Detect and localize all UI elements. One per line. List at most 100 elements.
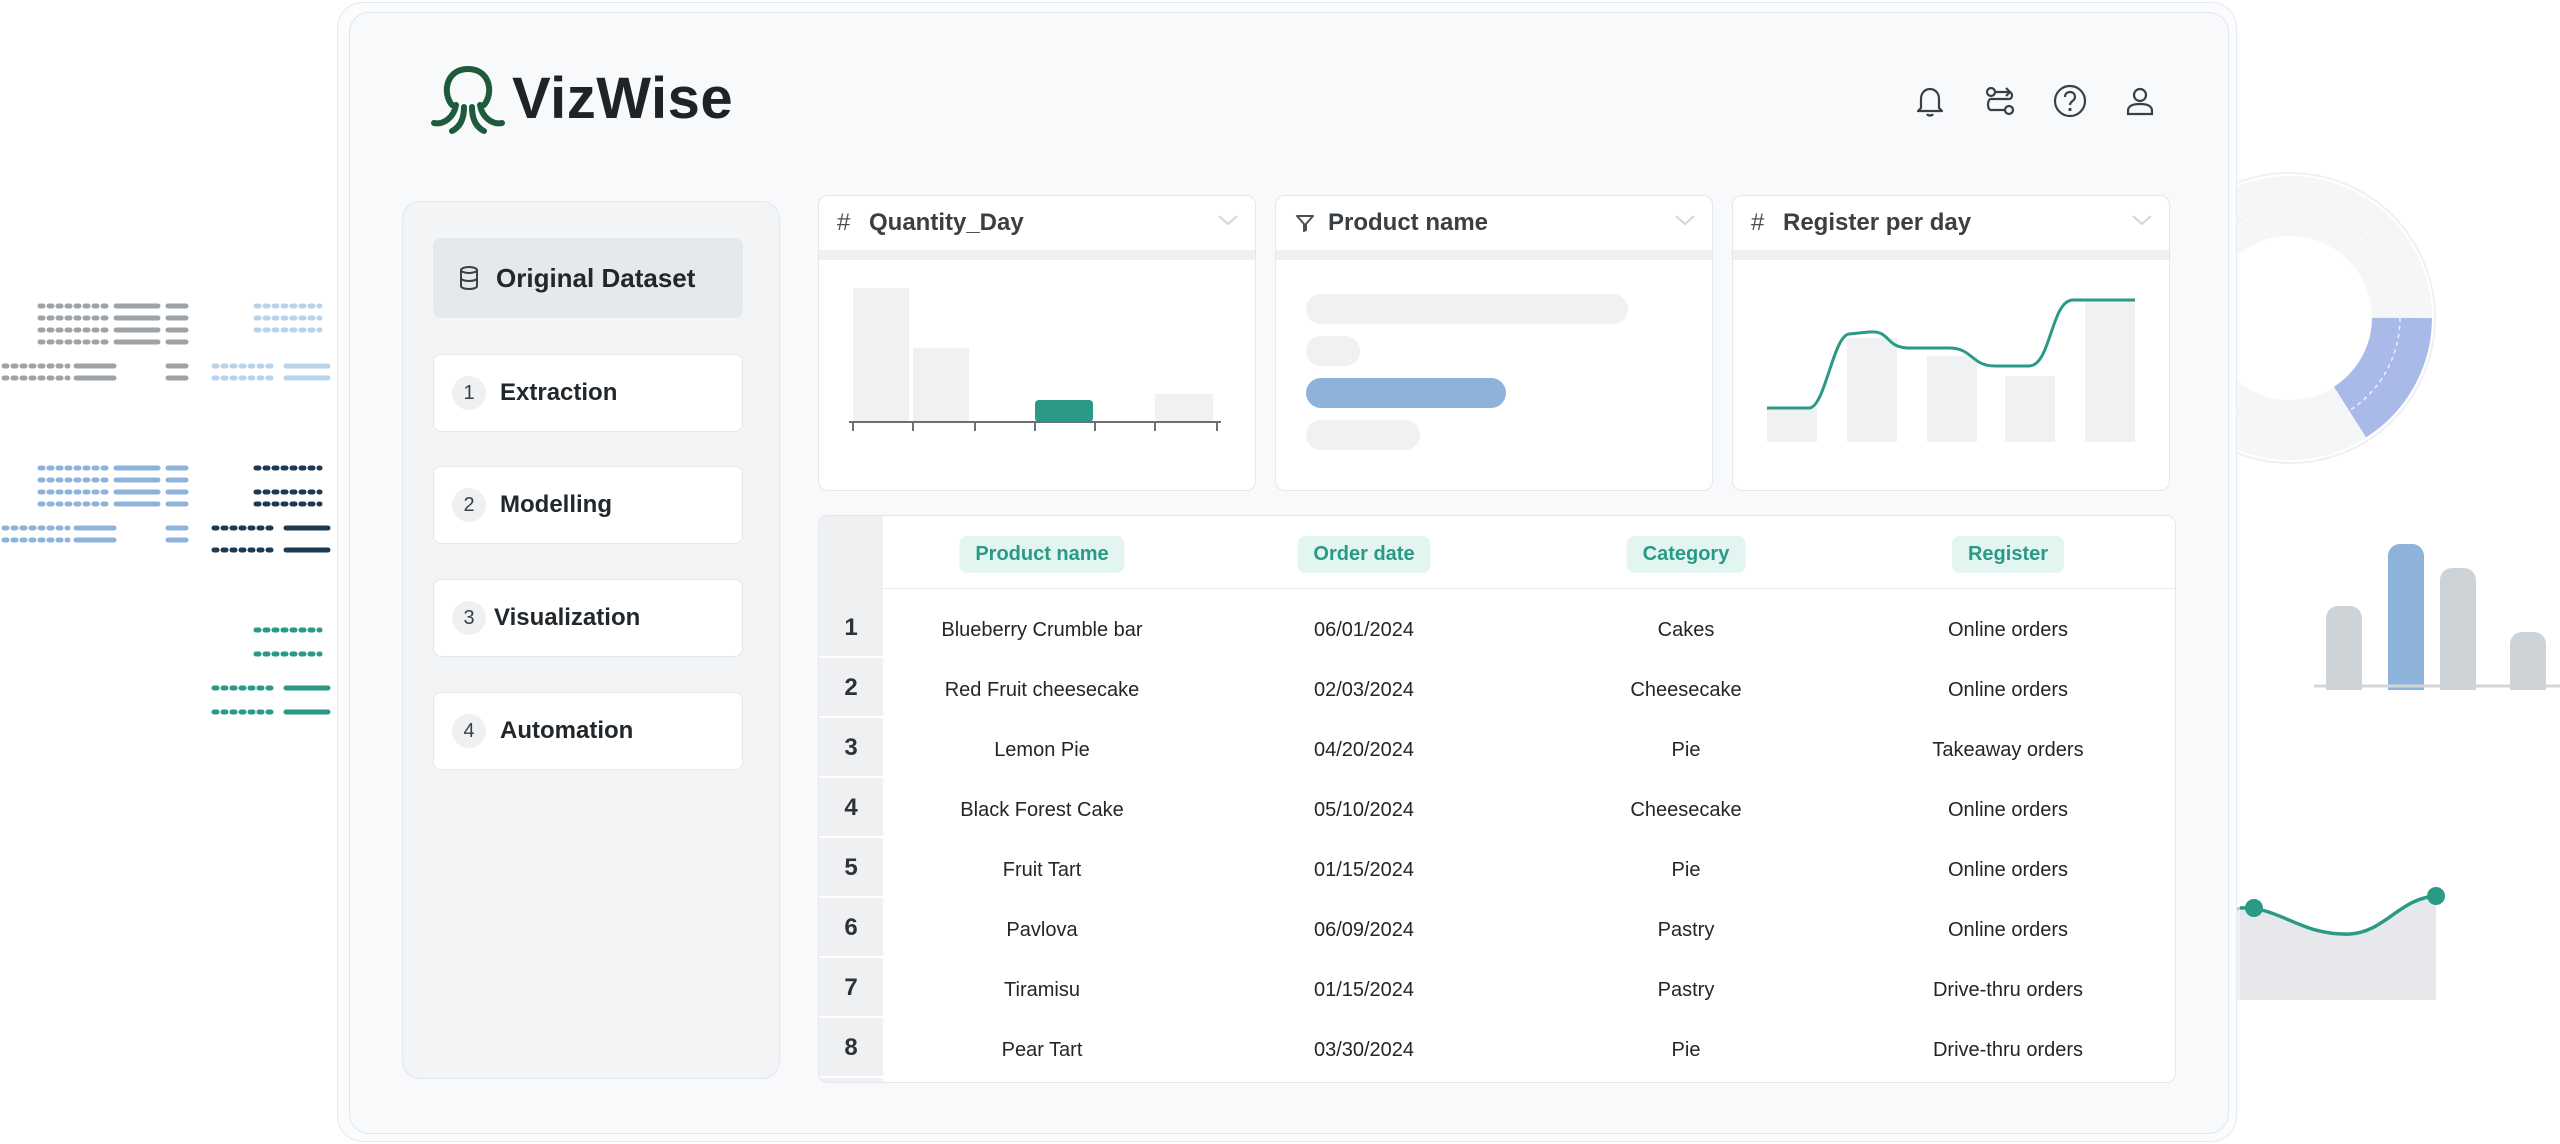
step-visualization[interactable]: 3 Visualization [433, 579, 743, 657]
cell-date: 06/01/2024 [1313, 619, 1415, 641]
cell-register: Online orders [1947, 859, 2069, 881]
step-modelling[interactable]: 2 Modelling [433, 466, 743, 544]
row-index: 2 [819, 660, 883, 718]
cell-register: Takeaway orders [1932, 739, 2084, 761]
row-index-column [819, 516, 883, 1082]
column-header-order-date[interactable]: Order date [1297, 536, 1431, 573]
table-row[interactable]: 2 Red Fruit cheesecake 02/03/2024 Cheese… [819, 660, 2175, 720]
cell-product: Tiramisu [1004, 979, 1080, 1001]
cell-category: Pastry [1657, 919, 1715, 941]
database-icon [460, 266, 478, 290]
user-icon [2126, 87, 2154, 116]
cell-product: Red Fruit cheesecake [944, 679, 1140, 701]
chart-bar [2005, 376, 2055, 442]
app-name: VizWise [512, 65, 734, 131]
histogram-bar [1155, 394, 1213, 422]
cell-register: Drive-thru orders [1932, 1039, 2084, 1061]
step-label: Extraction [500, 379, 618, 406]
step-number: 1 [452, 376, 486, 410]
bell-icon [1916, 87, 1944, 117]
row-index: 5 [819, 840, 883, 898]
cell-register: Online orders [1947, 679, 2069, 701]
help-icon [2053, 84, 2087, 118]
app-window: VizWise [349, 12, 2229, 1134]
filter-icon [1296, 215, 1314, 232]
cell-date: 01/15/2024 [1313, 859, 1415, 881]
list-bar [1306, 294, 1628, 324]
numeric-field-icon: # [1751, 209, 1765, 236]
chevron-down-icon[interactable] [2129, 210, 2155, 230]
table-row[interactable]: 6 Pavlova 06/09/2024 Pastry Online order… [819, 900, 2175, 960]
chevron-down-icon[interactable] [1672, 210, 1698, 230]
cell-date: 04/20/2024 [1313, 739, 1415, 761]
cell-register: Drive-thru orders [1932, 979, 2084, 1001]
quantity-day-card: # Quantity_Day [818, 195, 1256, 491]
card-title: Quantity_Day [869, 209, 1024, 236]
card-header[interactable]: Product name [1276, 196, 1712, 250]
pipeline-sidebar: Original Dataset 1 Extraction 2 Modellin… [402, 201, 780, 1079]
step-label: Visualization [494, 604, 641, 631]
list-bar [1306, 336, 1360, 366]
cell-date: 01/15/2024 [1313, 979, 1415, 1001]
table-row[interactable]: 3 Lemon Pie 04/20/2024 Pie Takeaway orde… [819, 720, 2175, 780]
workflow-button[interactable] [1982, 83, 2018, 119]
cell-category: Pie [1671, 859, 1701, 881]
card-header[interactable]: # Quantity_Day [819, 196, 1255, 250]
bar-chart-decoration [2314, 544, 2560, 690]
register-combo-chart [1767, 298, 2135, 442]
table-row[interactable]: 7 Tiramisu 01/15/2024 Pastry Drive-thru … [819, 960, 2175, 1020]
cell-category: Pie [1671, 1039, 1701, 1061]
card-title: Register per day [1783, 209, 1972, 236]
numeric-field-icon: # [837, 209, 851, 236]
step-label: Automation [500, 717, 634, 744]
step-automation[interactable]: 4 Automation [433, 692, 743, 770]
product-name-card: Product name [1275, 195, 1713, 491]
row-index: 6 [819, 900, 883, 958]
cell-product: Pavlova [1006, 919, 1078, 941]
step-label: Modelling [500, 491, 612, 518]
column-header-register[interactable]: Register [1951, 536, 2065, 573]
table-row[interactable]: 5 Fruit Tart 01/15/2024 Pie Online order… [819, 840, 2175, 900]
card-header[interactable]: # Register per day [1733, 196, 2169, 250]
cell-product: Blueberry Crumble bar [941, 619, 1143, 641]
cell-category: Cheesecake [1630, 799, 1742, 821]
table-header: Product name Order date Category Registe… [883, 516, 2175, 589]
chevron-down-icon[interactable] [1215, 210, 1241, 230]
list-bar [1306, 378, 1506, 408]
octopus-logo-icon [431, 65, 505, 134]
card-divider [1733, 250, 2169, 260]
step-number: 3 [452, 601, 486, 635]
card-divider [819, 250, 1255, 260]
app-logo: VizWise [430, 61, 733, 135]
histogram-bar [1035, 400, 1093, 422]
step-extraction[interactable]: 1 Extraction [433, 354, 743, 432]
user-profile-button[interactable] [2122, 83, 2158, 119]
row-index: 3 [819, 720, 883, 778]
row-index: 8 [819, 1020, 883, 1078]
cell-date: 06/09/2024 [1313, 919, 1415, 941]
table-row[interactable]: 8 Pear Tart 03/30/2024 Pie Drive-thru or… [819, 1020, 2175, 1080]
product-name-bars [1306, 294, 1628, 450]
table-row[interactable]: 1 Blueberry Crumble bar 06/01/2024 Cakes… [819, 600, 2175, 660]
cell-category: Cakes [1657, 619, 1715, 641]
help-button[interactable] [2052, 83, 2088, 119]
row-index: 4 [819, 780, 883, 838]
cell-register: Online orders [1947, 619, 2069, 641]
column-header-category[interactable]: Category [1626, 536, 1746, 573]
histogram-bar [913, 348, 969, 422]
cell-date: 02/03/2024 [1313, 679, 1415, 701]
workflow-icon [1985, 86, 2015, 116]
list-bar [1306, 420, 1420, 450]
cell-category: Pastry [1657, 979, 1715, 1001]
table-row[interactable]: 4 Black Forest Cake 05/10/2024 Cheesecak… [819, 780, 2175, 840]
column-header-product-name[interactable]: Product name [959, 536, 1125, 573]
row-index: 1 [819, 600, 883, 658]
cell-category: Cheesecake [1630, 679, 1742, 701]
histogram-bar [853, 288, 909, 422]
card-title: Product name [1328, 209, 1489, 236]
cell-category: Pie [1671, 739, 1701, 761]
notifications-button[interactable] [1912, 83, 1948, 119]
step-number: 4 [452, 714, 486, 748]
header-toolbar [1912, 83, 2158, 119]
original-dataset-button[interactable]: Original Dataset [433, 238, 743, 318]
